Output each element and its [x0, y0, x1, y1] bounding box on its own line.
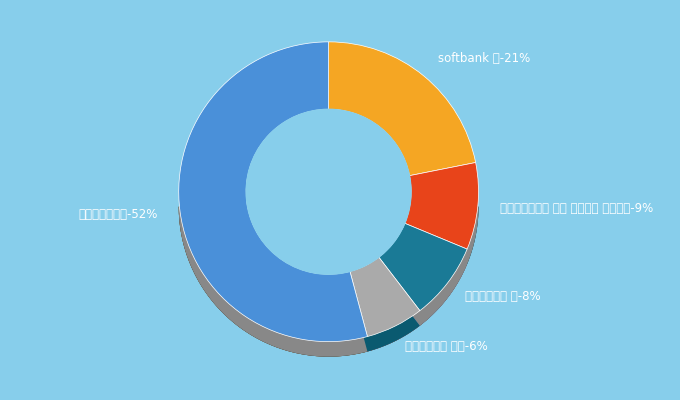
- Polygon shape: [179, 207, 467, 357]
- Polygon shape: [350, 207, 479, 352]
- Polygon shape: [405, 207, 479, 264]
- Text: softbank 光-21%: softbank 光-21%: [438, 52, 530, 65]
- Wedge shape: [379, 223, 467, 311]
- Text: ソフトバンク光 解約 固定電話 引き継ぎ-9%: ソフトバンク光 解約 固定電話 引き継ぎ-9%: [500, 202, 653, 215]
- Circle shape: [246, 109, 411, 274]
- Text: ソフトバンク 光-8%: ソフトバンク 光-8%: [465, 290, 541, 303]
- Wedge shape: [328, 42, 475, 176]
- Text: プロバイダー 確認-6%: プロバイダー 確認-6%: [405, 340, 488, 353]
- Polygon shape: [179, 207, 367, 357]
- Wedge shape: [405, 162, 479, 249]
- Polygon shape: [179, 207, 479, 356]
- Polygon shape: [379, 207, 479, 326]
- Polygon shape: [179, 207, 420, 357]
- Text: ソフトバンク光-52%: ソフトバンク光-52%: [78, 208, 158, 221]
- Wedge shape: [179, 42, 367, 342]
- Wedge shape: [350, 257, 420, 336]
